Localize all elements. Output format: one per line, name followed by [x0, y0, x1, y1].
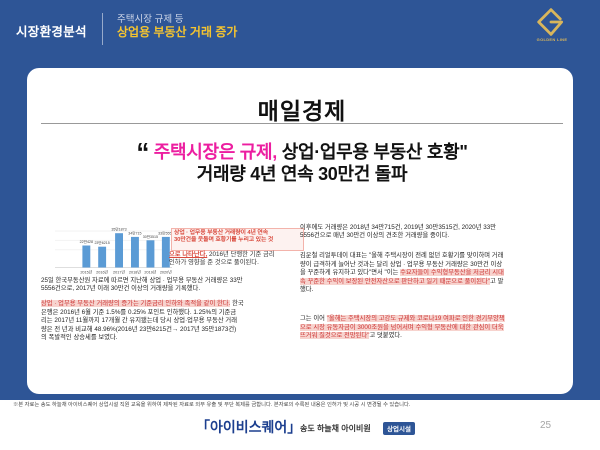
svg-text:35만1873: 35만1873 — [111, 227, 126, 232]
svg-text:2020년: 2020년 — [160, 270, 172, 275]
svg-text:2016년: 2016년 — [96, 270, 108, 275]
svg-text:22만428: 22만428 — [80, 239, 93, 244]
svg-text:2018년: 2018년 — [129, 270, 141, 275]
svg-text:30만3515: 30만3515 — [143, 234, 158, 239]
svg-text:2015년: 2015년 — [80, 270, 92, 275]
svg-text:2019년: 2019년 — [144, 270, 156, 275]
svg-text:2017년: 2017년 — [113, 270, 125, 275]
svg-text:23만6215: 23만6215 — [94, 240, 109, 245]
svg-text:34만715: 34만715 — [128, 230, 141, 235]
